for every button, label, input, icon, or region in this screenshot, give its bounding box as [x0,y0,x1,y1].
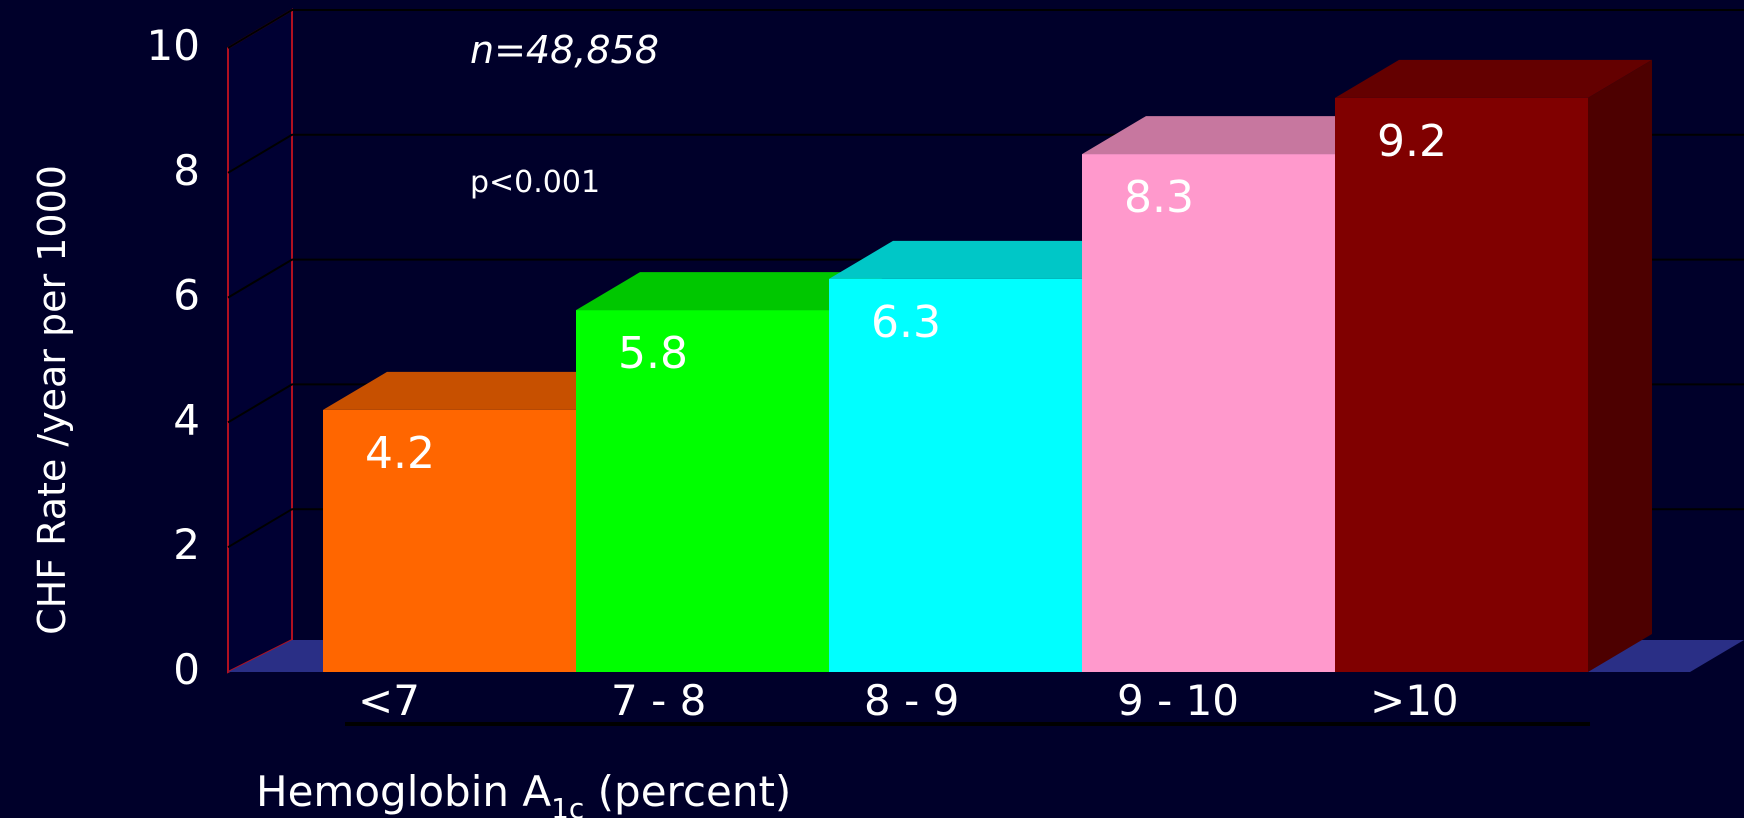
bar-group: 6.3 [829,240,1146,672]
x-axis-label: Hemoglobin A1c (percent) [256,767,791,818]
data-label: 6.3 [871,297,941,348]
y-tick-label: 10 [147,21,200,70]
y-axis-ticks: 0 2 4 6 8 10 [147,21,200,694]
sample-size-annotation: n=48,858 [470,28,659,72]
y-tick-label: 8 [173,146,200,195]
x-tick-label: 8 - 9 [864,676,959,725]
x-axis-label-main: Hemoglobin A [256,767,551,816]
x-tick-label: >10 [1370,676,1459,725]
y-axis-label: CHF Rate /year per 1000 [30,165,74,635]
bar-top [576,272,893,311]
bar-top [1082,116,1399,155]
bar-group: 9.2 [1335,59,1652,673]
x-axis-label-subscript: 1c [551,792,584,818]
y-tick-label: 0 [173,645,200,694]
bar-group: 5.8 [576,272,893,672]
x-tick-label: 7 - 8 [611,676,706,725]
p-value-annotation: p<0.001 [470,165,600,200]
bar [1335,97,1588,673]
data-label: 9.2 [1377,116,1447,167]
data-label: 5.8 [618,328,688,379]
x-axis-ticks: <7 7 - 8 8 - 9 9 - 10 >10 [358,676,1459,725]
bar [1082,154,1335,672]
bar [829,278,1082,672]
bar-side [1588,59,1652,673]
bar-top [323,371,640,410]
data-label: 8.3 [1124,172,1194,223]
x-tick-label: 9 - 10 [1117,676,1239,725]
left-wall [227,8,293,674]
data-label: 4.2 [365,428,435,479]
bar [323,409,576,672]
gridline [227,9,1744,49]
bar [576,310,829,672]
bar-group: 8.3 [1082,116,1399,672]
y-tick-label: 4 [173,395,200,444]
x-tick-label: <7 [358,676,420,725]
bars: 4.2 5.8 6.3 8.3 9.2 [323,59,1652,673]
y-tick-label: 2 [173,520,200,569]
y-tick-label: 6 [173,271,200,320]
bar-top [1335,59,1652,98]
bar-top [829,240,1146,279]
bar-group: 4.2 [323,371,640,672]
x-axis-label-tail: (percent) [584,767,791,816]
